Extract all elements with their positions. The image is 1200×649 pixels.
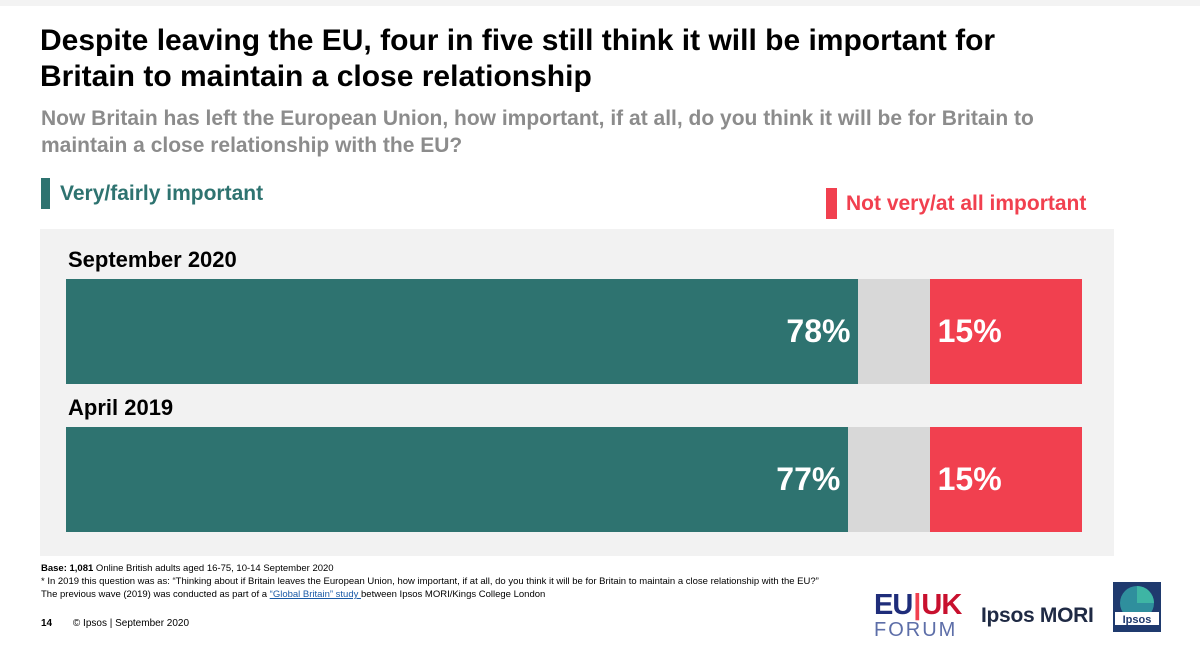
global-britain-study-link[interactable]: “Global Britain” study <box>269 589 361 600</box>
page-footer: 14 © Ipsos | September 2020 <box>41 618 189 629</box>
legend-important: Very/fairly important <box>41 178 263 209</box>
ipsos-logo-icon: Ipsos <box>1113 582 1161 632</box>
base-text: Online British adults aged 16-75, 10-14 … <box>93 563 334 574</box>
logo-eu-text: EU <box>874 589 913 621</box>
category-label-september-2020: September 2020 <box>68 247 237 272</box>
value-label-important-september-2020: 78% <box>786 313 851 349</box>
bar-not-important-april-2019: 15% <box>929 427 1082 532</box>
bar-not-important-september-2020: 15% <box>929 279 1082 384</box>
bar-important-april-2019: 77% <box>66 427 849 532</box>
base-label: Base: 1,081 <box>41 563 94 574</box>
category-label-april-2019: April 2019 <box>68 395 174 420</box>
ipsos-mori-wordmark: Ipsos MORI <box>981 604 1094 627</box>
base-note: Base: 1,081 Online British adults aged 1… <box>41 562 921 575</box>
previous-wave-note: The previous wave (2019) was conducted a… <box>41 588 921 601</box>
legend-label-important: Very/fairly important <box>60 181 264 205</box>
previous-wave-suffix: between Ipsos MORI/Kings College London <box>361 589 546 600</box>
previous-wave-prefix: The previous wave (2019) was conducted a… <box>41 589 270 600</box>
legend-swatch-not-important <box>826 188 837 219</box>
legend-not-important: Not very/at all important <box>826 188 1086 219</box>
slide-title: Despite leaving the EU, four in five sti… <box>40 24 996 93</box>
eu-uk-forum-logo: EU|UK FORUM <box>874 590 964 640</box>
question-subtitle: Now Britain has left the European Union,… <box>41 107 1034 157</box>
logo-separator: | <box>913 589 921 621</box>
legend-swatch-important <box>41 178 50 209</box>
copyright: © Ipsos | September 2020 <box>72 618 190 629</box>
page-number: 14 <box>41 618 53 629</box>
bar-track-april-2019: 77% 15% <box>66 427 1082 532</box>
logo-uk-text: UK <box>921 589 962 621</box>
ipsos-badge-text: Ipsos <box>1123 614 1152 626</box>
question-wording-note: * In 2019 this question was as: “Thinkin… <box>41 576 819 587</box>
legend-label-not-important: Not very/at all important <box>846 191 1087 215</box>
top-rule <box>0 0 1200 6</box>
value-label-important-april-2019: 77% <box>776 461 841 497</box>
bar-track-september-2020: 78% 15% <box>66 279 1082 384</box>
bar-important-september-2020: 78% <box>66 279 859 384</box>
footnotes: Base: 1,081 Online British adults aged 1… <box>41 562 921 601</box>
value-label-not-important-september-2020: 15% <box>937 313 1002 349</box>
logo-forum-text: FORUM <box>874 619 958 641</box>
value-label-not-important-april-2019: 15% <box>937 461 1002 497</box>
